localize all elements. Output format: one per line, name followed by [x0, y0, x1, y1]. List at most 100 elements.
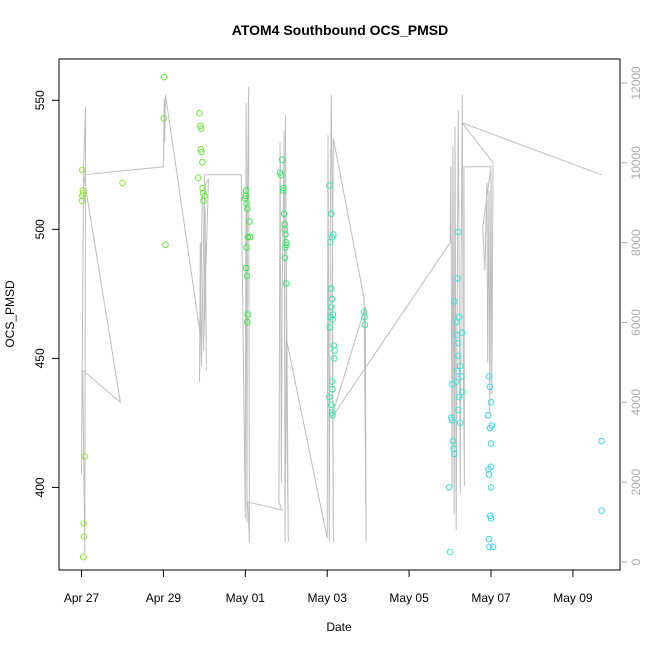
data-point — [79, 553, 87, 561]
data-point — [485, 471, 493, 478]
data-point — [453, 331, 460, 339]
data-point — [80, 533, 88, 540]
data-point — [330, 355, 338, 362]
data-point — [244, 205, 251, 212]
chart-title: ATOM4 Southbound OCS_PMSD — [232, 22, 448, 38]
data-point — [246, 233, 254, 241]
data-point — [457, 362, 464, 370]
data-point — [328, 303, 335, 311]
data-point — [280, 184, 287, 192]
data-point — [598, 507, 605, 514]
secondary-line-layer — [81, 86, 602, 555]
data-point — [459, 388, 466, 396]
data-point — [326, 182, 333, 189]
x-tick-label: Apr 29 — [146, 591, 182, 605]
data-point — [448, 417, 456, 424]
plot-frame — [58, 58, 621, 571]
x-tick-label: May 05 — [389, 591, 429, 605]
data-point — [280, 210, 288, 218]
data-point — [455, 228, 462, 236]
y-tick-label: 550 — [33, 90, 47, 110]
data-point — [487, 440, 495, 447]
data-point — [197, 125, 205, 132]
data-point — [487, 484, 495, 491]
y-tick-label: 500 — [33, 219, 47, 239]
data-point — [487, 515, 495, 522]
data-point — [487, 463, 495, 471]
data-point — [328, 295, 336, 303]
data-point — [487, 398, 495, 406]
secondary-y-axis: 0 2000 4000 6000 8000 10000 12000 — [620, 66, 643, 565]
data-point — [485, 373, 493, 380]
data-point — [277, 171, 285, 179]
data-point — [119, 179, 126, 187]
data-point — [80, 520, 87, 527]
data-point — [244, 233, 252, 241]
data-point — [243, 272, 251, 280]
x-tick-label: May 01 — [226, 591, 266, 605]
y-tick-label: 400 — [33, 477, 47, 497]
data-point — [242, 264, 250, 272]
data-point — [282, 244, 289, 251]
data-point — [81, 453, 89, 460]
data-point — [329, 386, 336, 393]
data-point — [328, 409, 336, 416]
data-point — [486, 383, 494, 391]
data-point — [200, 197, 207, 205]
data-point — [459, 329, 466, 336]
points-layer — [78, 73, 605, 561]
data-point — [326, 393, 333, 401]
y2-tick-label: 0 — [629, 558, 643, 565]
data-point — [458, 373, 465, 380]
data-point — [328, 378, 336, 385]
secondary-series-line — [81, 86, 602, 555]
data-point — [452, 378, 460, 385]
y-tick-label: 450 — [33, 348, 47, 368]
data-point — [278, 156, 286, 163]
data-point — [246, 218, 253, 225]
data-point — [281, 254, 289, 262]
data-point — [327, 238, 334, 246]
y2-tick-label: 8000 — [629, 229, 643, 256]
data-point — [283, 280, 290, 287]
data-point — [445, 484, 453, 491]
x-tick-label: May 09 — [553, 591, 593, 605]
data-point — [457, 419, 464, 427]
y2-tick-label: 12000 — [629, 66, 643, 100]
data-point — [282, 231, 289, 238]
data-point — [328, 285, 335, 293]
data-point — [199, 158, 206, 166]
x-axis: Apr 27 Apr 29 May 01 May 03 May 05 May 07 May … — [64, 569, 593, 605]
data-point — [446, 548, 454, 556]
data-point — [162, 241, 169, 249]
data-point — [484, 411, 492, 419]
data-point — [455, 339, 462, 347]
data-point — [450, 450, 458, 458]
data-point — [453, 368, 461, 375]
y-axis-label: OCS_PMSD — [3, 280, 17, 348]
data-point — [455, 313, 463, 321]
data-point — [328, 210, 335, 218]
data-point — [598, 437, 605, 445]
data-point — [329, 316, 336, 324]
x-tick-label: May 07 — [471, 591, 511, 605]
data-point — [196, 109, 203, 117]
data-point — [452, 318, 460, 326]
data-point — [160, 73, 168, 81]
data-point — [455, 352, 462, 360]
data-point — [328, 401, 335, 409]
data-point — [198, 148, 205, 156]
data-point — [326, 324, 334, 331]
data-point — [244, 311, 252, 318]
data-point — [78, 197, 86, 205]
data-point — [449, 437, 457, 445]
data-point — [489, 543, 497, 551]
data-point — [160, 115, 168, 122]
x-tick-label: May 03 — [308, 591, 348, 605]
data-point — [243, 244, 250, 251]
data-point — [331, 347, 338, 354]
data-point — [488, 422, 496, 429]
data-point — [79, 166, 86, 174]
data-point — [486, 543, 493, 551]
